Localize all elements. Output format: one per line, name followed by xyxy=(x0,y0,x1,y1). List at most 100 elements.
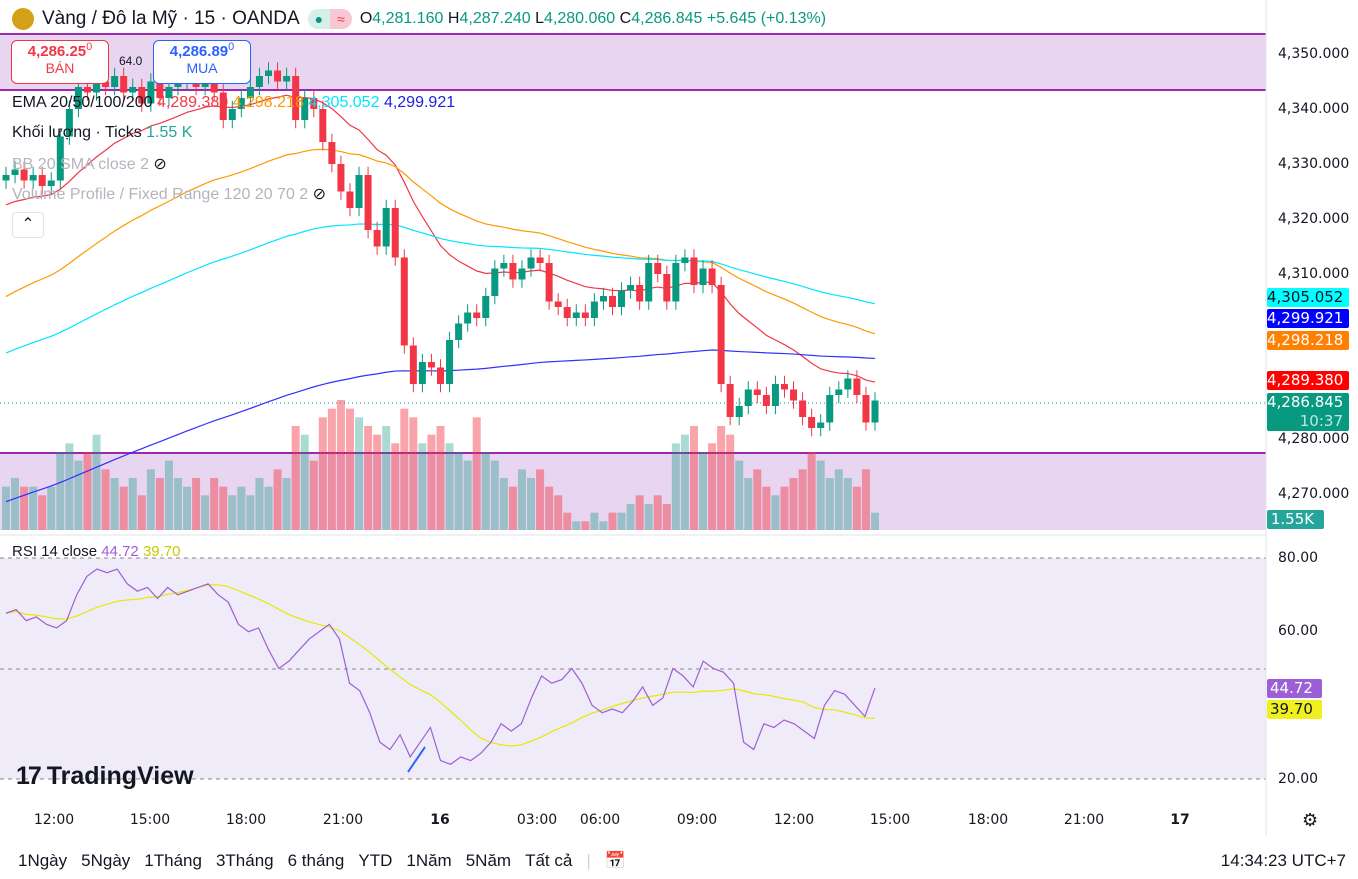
volume-bar xyxy=(472,417,481,530)
volume-bar xyxy=(382,426,391,530)
candle xyxy=(274,70,282,82)
price-tick: 4,270.000 xyxy=(1278,486,1350,502)
volume-bar xyxy=(454,452,463,530)
candle xyxy=(56,136,64,181)
volume-bar xyxy=(635,495,644,530)
volume-bar xyxy=(726,434,735,530)
volume-bar xyxy=(155,478,164,530)
range-5d[interactable]: 5Ngày xyxy=(81,851,131,870)
buy-button[interactable]: 4,286.890 MUA xyxy=(153,40,251,84)
volume-bar xyxy=(355,417,364,530)
candle xyxy=(38,175,46,186)
volume-bar xyxy=(74,460,83,530)
volume-bar xyxy=(228,495,237,530)
volume-bar xyxy=(590,512,599,530)
last-price-label: 4,286.845 10:37 xyxy=(1267,393,1349,431)
candle xyxy=(156,81,164,98)
volume-legend[interactable]: Khối lượng · Ticks 1.55 K xyxy=(12,124,193,141)
candle xyxy=(201,81,209,87)
volume-bar xyxy=(798,469,807,530)
volume-bar xyxy=(192,478,201,530)
volume-bar xyxy=(137,495,146,530)
candle xyxy=(690,257,698,285)
volume-bar xyxy=(852,486,861,530)
volume-bar xyxy=(644,504,653,530)
range-5y[interactable]: 5Năm xyxy=(465,851,512,870)
volume-bar xyxy=(499,478,508,530)
tradingview-logo: 17 TradingView xyxy=(16,762,194,790)
volume-bar xyxy=(689,426,698,530)
time-tick: 09:00 xyxy=(676,812,718,828)
candle xyxy=(771,384,779,406)
volume-bar xyxy=(762,486,771,530)
time-tick: 16 xyxy=(430,812,450,828)
volume-bar xyxy=(173,478,182,530)
volume-profile-legend[interactable]: Volume Profile / Fixed Range 120 20 70 2… xyxy=(12,186,327,203)
range-6m[interactable]: 6 tháng xyxy=(287,851,345,870)
volume-bar xyxy=(237,486,246,530)
time-tick: 15:00 xyxy=(129,812,171,828)
volume-bar xyxy=(83,452,92,530)
ema-legend[interactable]: EMA 20/50/100/200 4,289.380 4,298.218 4,… xyxy=(12,94,456,111)
candle xyxy=(500,263,508,269)
time-tick: 12:00 xyxy=(33,812,75,828)
range-1y[interactable]: 1Năm xyxy=(406,851,452,870)
volume-bar xyxy=(47,486,56,530)
date-range-icon[interactable]: 📅 xyxy=(604,851,626,870)
candle xyxy=(627,285,635,291)
candle xyxy=(509,263,517,280)
settings-icon[interactable]: ⚙ xyxy=(1302,810,1319,830)
hidden-eye-icon[interactable]: ⊘ xyxy=(312,186,327,203)
volume-bar xyxy=(119,486,128,530)
volume-bar xyxy=(345,408,354,530)
volume-bar xyxy=(861,469,870,530)
candle xyxy=(862,395,870,423)
symbol-title[interactable]: Vàng / Đô la Mỹ · 15 · OANDA xyxy=(42,8,300,29)
rsi-tick: 80.00 xyxy=(1278,550,1319,566)
volume-bar xyxy=(101,469,110,530)
volume-bar xyxy=(29,486,38,530)
candle xyxy=(283,76,291,82)
rsi-tick: 60.00 xyxy=(1278,623,1319,639)
rsi-legend[interactable]: RSI 14 close 44.72 39.70 xyxy=(12,543,181,560)
collapse-legend-button[interactable]: ⌃ xyxy=(12,212,44,238)
range-all[interactable]: Tất cả xyxy=(525,851,573,870)
ema20-price-label: 4,289.380 xyxy=(1267,371,1349,390)
candle xyxy=(726,384,734,417)
candle xyxy=(482,296,490,318)
market-status[interactable]: ● ≈ xyxy=(307,9,352,29)
candle xyxy=(817,422,825,428)
volume-bar xyxy=(2,486,10,530)
clock[interactable]: 14:34:23 UTC+7 xyxy=(1220,851,1346,870)
range-ytd[interactable]: YTD xyxy=(358,851,393,870)
sell-button[interactable]: 4,286.250 BÁN xyxy=(11,40,109,84)
range-1d[interactable]: 1Ngày xyxy=(18,851,68,870)
support-zone xyxy=(0,453,1266,530)
spread-value: 64.0 xyxy=(119,54,143,68)
volume-bar xyxy=(436,426,445,530)
candle xyxy=(310,98,318,109)
volume-bar xyxy=(708,443,717,530)
candle xyxy=(663,274,671,302)
candle xyxy=(373,230,381,247)
candle xyxy=(581,312,589,318)
range-3m[interactable]: 3Tháng xyxy=(215,851,274,870)
candle xyxy=(174,81,182,87)
candle xyxy=(2,175,10,181)
volume-bar xyxy=(463,460,472,530)
volume-bar xyxy=(771,495,780,530)
volume-bar xyxy=(219,486,228,530)
range-1m[interactable]: 1Tháng xyxy=(144,851,202,870)
candle xyxy=(210,81,218,93)
hidden-eye-icon[interactable]: ⊘ xyxy=(153,156,167,173)
candle xyxy=(871,400,879,423)
volume-bar xyxy=(699,452,708,530)
candle xyxy=(427,362,435,368)
volume-bar xyxy=(400,408,409,530)
volume-bar xyxy=(264,486,273,530)
bb-legend[interactable]: BB 20 SMA close 2 ⊘ xyxy=(12,156,167,173)
volume-bar xyxy=(536,469,545,530)
volume-bar xyxy=(680,434,689,530)
gold-logo-icon xyxy=(12,8,34,30)
